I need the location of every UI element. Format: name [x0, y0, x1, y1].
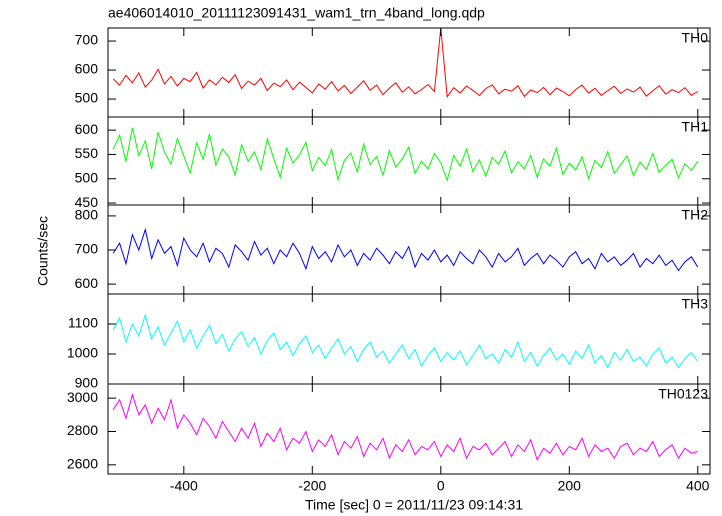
y-tick-label: 700 [75, 32, 99, 48]
y-tick-label: 1000 [67, 345, 98, 361]
x-axis-label: Time [sec] 0 = 2011/11/23 09:14:31 [305, 497, 523, 513]
panel-frame [107, 204, 711, 295]
y-tick-label: 550 [75, 145, 99, 161]
y-tick-label: 700 [75, 241, 99, 257]
panel-label: TH0 [682, 30, 709, 46]
panel-label: TH2 [682, 207, 709, 223]
x-tick-label: 200 [558, 478, 582, 494]
y-tick-label: 600 [75, 61, 99, 77]
data-line [112, 393, 698, 462]
y-tick-label: 500 [75, 90, 99, 106]
y-tick-label: 2800 [67, 422, 98, 438]
y-tick-label: 800 [75, 207, 99, 223]
x-tick-label: 400 [686, 478, 710, 494]
panel-frame [107, 383, 711, 475]
x-tick-label: 0 [437, 478, 445, 494]
y-tick-label: 500 [75, 169, 99, 185]
y-tick-label: 600 [75, 121, 99, 137]
panel-label: TH3 [682, 296, 709, 312]
panel-frame [107, 293, 711, 385]
panel-frame [107, 27, 711, 118]
y-tick-label: 900 [75, 375, 99, 391]
x-tick-label: -200 [298, 478, 326, 494]
x-tick-label: -400 [170, 478, 198, 494]
data-line [112, 127, 699, 182]
panel-frame [107, 116, 711, 206]
data-line [112, 28, 699, 99]
panel-label: TH0123 [658, 386, 708, 402]
y-tick-label: 600 [75, 275, 99, 291]
y-tick-label: 3000 [67, 389, 98, 405]
y-tick-label: 2600 [67, 456, 98, 472]
y-axis-label: Counts/sec [35, 216, 51, 286]
chart-title: ae406014010_20111123091431_wam1_trn_4ban… [108, 5, 485, 21]
y-tick-label: 450 [75, 194, 99, 210]
y-tick-label: 1100 [68, 315, 98, 331]
data-line [112, 227, 699, 272]
panel-label: TH1 [682, 119, 709, 135]
data-line [112, 313, 699, 369]
